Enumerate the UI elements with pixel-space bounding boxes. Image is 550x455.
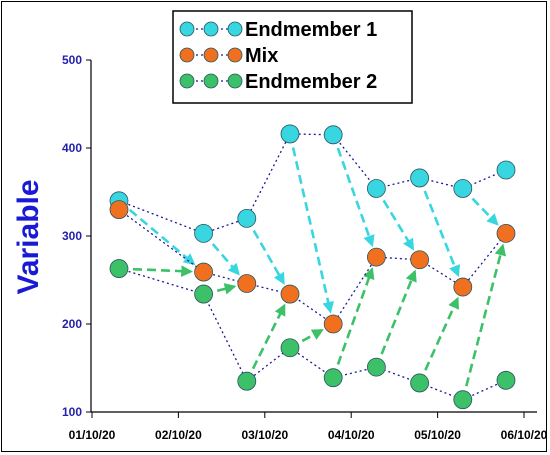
transition-arrow xyxy=(216,283,237,295)
transition-arrow xyxy=(382,199,415,251)
transition-arrow xyxy=(336,267,375,365)
data-point xyxy=(237,208,257,228)
legend: Endmember 1 Mix Endmember 2 xyxy=(172,10,413,104)
data-point xyxy=(194,262,214,282)
transition-arrow xyxy=(465,243,507,387)
data-point xyxy=(366,179,386,198)
transition-arrow xyxy=(132,265,193,277)
transition-arrow xyxy=(211,243,240,276)
transition-arrow xyxy=(252,229,285,285)
axes: 100 200 300 400 500 01/10/20 02/10/20 03/10/20 0… xyxy=(62,53,548,442)
legend-label: Endmember 2 xyxy=(245,71,377,93)
transition-arrow xyxy=(251,303,286,370)
data-point xyxy=(453,277,473,297)
x-tick-label: 06/10/20 xyxy=(501,428,548,442)
data-point xyxy=(280,338,300,358)
transition-arrow xyxy=(301,329,324,343)
data-point xyxy=(237,274,257,293)
transition-arrow xyxy=(336,147,375,248)
transition-arrow xyxy=(471,197,499,226)
data-point xyxy=(496,370,516,390)
data-point xyxy=(453,179,473,198)
legend-marker xyxy=(179,21,195,37)
data-point xyxy=(410,250,430,270)
x-tick-label: 02/10/20 xyxy=(155,428,202,442)
y-tick-label: 300 xyxy=(62,229,82,243)
data-point xyxy=(194,284,214,304)
y-axis-label: Variable xyxy=(12,179,45,294)
data-point xyxy=(237,371,257,391)
x-tick-label: 04/10/20 xyxy=(328,428,375,442)
data-point xyxy=(323,125,343,145)
y-tick-label: 200 xyxy=(62,317,82,331)
data-point xyxy=(194,223,214,243)
legend-marker xyxy=(227,47,243,63)
data-point xyxy=(323,314,343,334)
legend-marker xyxy=(179,47,195,63)
legend-marker xyxy=(227,73,243,89)
data-point xyxy=(323,368,343,388)
legend-label: Endmember 1 xyxy=(245,19,377,41)
legend-marker xyxy=(179,73,195,89)
data-point xyxy=(109,200,129,220)
y-tick-label: 400 xyxy=(62,141,82,155)
series-points xyxy=(109,124,516,410)
y-tick-label: 500 xyxy=(62,53,82,67)
x-tick-label: 01/10/20 xyxy=(69,428,116,442)
data-point xyxy=(280,284,300,304)
legend-marker xyxy=(203,47,219,63)
legend-label: Mix xyxy=(245,45,278,67)
data-point xyxy=(496,223,516,243)
series-line xyxy=(118,133,507,235)
data-point xyxy=(366,357,386,377)
data-point xyxy=(366,247,386,267)
transition-arrow xyxy=(380,269,417,355)
transition-arrow xyxy=(423,190,461,278)
data-point xyxy=(453,390,473,410)
x-tick-label: 03/10/20 xyxy=(241,428,288,442)
series-lines xyxy=(118,133,507,401)
arrows-layer xyxy=(128,147,507,387)
legend-marker xyxy=(227,21,243,37)
data-point xyxy=(410,373,430,393)
series-line xyxy=(118,267,507,401)
x-tick-label: 05/10/20 xyxy=(414,428,461,442)
series-line xyxy=(118,209,507,325)
transition-arrow xyxy=(424,296,459,371)
legend-marker xyxy=(203,21,219,37)
transition-arrow xyxy=(291,147,334,314)
data-point xyxy=(496,160,516,180)
y-tick-label: 100 xyxy=(62,405,82,419)
legend-marker xyxy=(203,73,219,89)
data-point xyxy=(109,259,129,278)
data-point xyxy=(410,168,430,188)
data-point xyxy=(280,124,300,144)
